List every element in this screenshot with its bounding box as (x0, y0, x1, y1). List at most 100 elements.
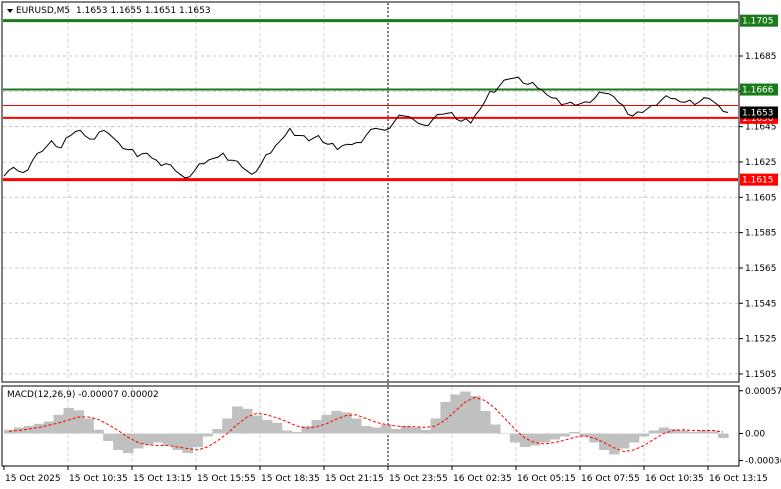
macd-bar (202, 433, 213, 437)
y-tick-label: 1.1645 (745, 123, 777, 133)
macd-bar (609, 433, 620, 455)
macd-bar (499, 433, 511, 434)
macd-bar (321, 414, 332, 434)
macd-bar (718, 433, 729, 438)
y-tick-label: 1.1685 (745, 52, 777, 62)
macd-bar (668, 429, 679, 434)
x-tick-label: 15 Oct 13:15 (133, 474, 192, 484)
x-tick-label: 15 Oct 21:15 (325, 474, 384, 484)
macd-bar (351, 418, 362, 434)
macd-bar (599, 433, 610, 450)
macd-bar (172, 433, 184, 450)
macd-bar (341, 412, 352, 434)
macd-bar (103, 433, 114, 441)
macd-bar (192, 433, 203, 447)
macd-bar (331, 411, 342, 434)
macd-bar (281, 430, 293, 434)
level-label: 1.1705 (742, 17, 774, 27)
dropdown-triangle-icon[interactable] (7, 9, 13, 13)
macd-bar (113, 433, 124, 450)
macd-bar (132, 433, 144, 449)
macd-bar (142, 433, 154, 445)
macd-bar (390, 429, 402, 434)
macd-bar (123, 433, 134, 453)
macd-bar (93, 429, 104, 434)
macd-bar (698, 430, 709, 434)
macd-bar (23, 426, 35, 434)
macd-bar (410, 427, 422, 434)
x-tick-label: 15 Oct 15:55 (197, 474, 256, 484)
macd-bar (549, 433, 560, 440)
macd-bar (73, 410, 84, 434)
ohlc-values: 1.1653 1.1655 1.1651 1.1653 (76, 6, 211, 16)
macd-bar (291, 432, 303, 434)
symbol-label: EURUSD,M5 (16, 6, 70, 16)
macd-bar (63, 408, 74, 434)
level-tag (740, 173, 778, 186)
y-tick-label: 1.1625 (745, 158, 777, 168)
macd-bar (460, 391, 471, 434)
macd-bar (509, 433, 521, 443)
macd-bar (301, 426, 312, 434)
macd-bar (470, 396, 481, 434)
macd-bar (539, 433, 551, 443)
levels-layer (3, 19, 738, 182)
macd-y-tick-label: -0.00036 (745, 457, 781, 467)
macd-bar (43, 421, 55, 434)
y-tick-label: 1.1545 (745, 299, 777, 309)
macd-bar (162, 433, 174, 446)
macd-layer (4, 391, 729, 455)
macd-bar (152, 433, 164, 443)
y-tick-label: 1.1585 (745, 229, 777, 239)
macd-y-tick-label: 0.00057 (745, 387, 781, 397)
x-tick-label: 16 Oct 02:35 (453, 474, 512, 484)
macd-bar (261, 420, 273, 434)
macd-bar (450, 394, 461, 434)
macd-bar (212, 429, 223, 434)
x-tick-label: 16 Oct 10:35 (645, 474, 704, 484)
x-tick-label: 15 Oct 10:35 (69, 474, 128, 484)
macd-bar (430, 418, 441, 434)
x-tick-label: 16 Oct 13:15 (709, 474, 768, 484)
macd-bar (688, 432, 699, 434)
level-tag (740, 83, 778, 96)
level-label: 1.1615 (742, 176, 774, 186)
y-tick-label: 1.1525 (745, 335, 777, 345)
macd-bar (400, 426, 412, 434)
macd-bar (271, 423, 283, 434)
price-line (3, 76, 729, 179)
macd-bar (559, 433, 570, 437)
current-price-tag (740, 106, 778, 119)
macd-bar (678, 430, 689, 434)
macd-bar (440, 402, 451, 434)
macd-bar (53, 414, 65, 434)
level-label: 1.1666 (742, 86, 774, 96)
macd-bar (33, 423, 45, 434)
y-tick-label: 1.1505 (745, 370, 777, 380)
x-tick-label: 15 Oct 23:55 (389, 474, 448, 484)
macd-bar (618, 433, 630, 449)
macd-bar (648, 430, 660, 434)
level-label: 1.1650 (742, 114, 774, 124)
macd-bar (519, 433, 531, 447)
y-tick-label: 1.1565 (745, 264, 777, 274)
macd-bar (490, 424, 501, 434)
x-axis: 15 Oct 2025 15 Oct 10:35 15 Oct 13:15 15 Oc… (3, 466, 768, 484)
grid-layer (3, 3, 738, 465)
macd-bar (420, 429, 431, 434)
macd-label: MACD(12,26,9) -0.00007 0.00002 (7, 390, 159, 400)
main-panel-frame (1, 1, 740, 383)
macd-bar (480, 411, 491, 434)
macd-bar (708, 431, 719, 434)
x-tick-label: 16 Oct 07:55 (581, 474, 640, 484)
macd-bar (361, 426, 372, 434)
macd-bar (658, 427, 670, 434)
macd-bar (242, 408, 253, 434)
macd-signal-line (8, 396, 724, 453)
macd-bar (628, 433, 640, 443)
macd-bar (222, 418, 233, 434)
macd-bar (83, 418, 94, 434)
macd-bar (380, 424, 392, 434)
current-price-label: 1.1653 (742, 109, 774, 119)
